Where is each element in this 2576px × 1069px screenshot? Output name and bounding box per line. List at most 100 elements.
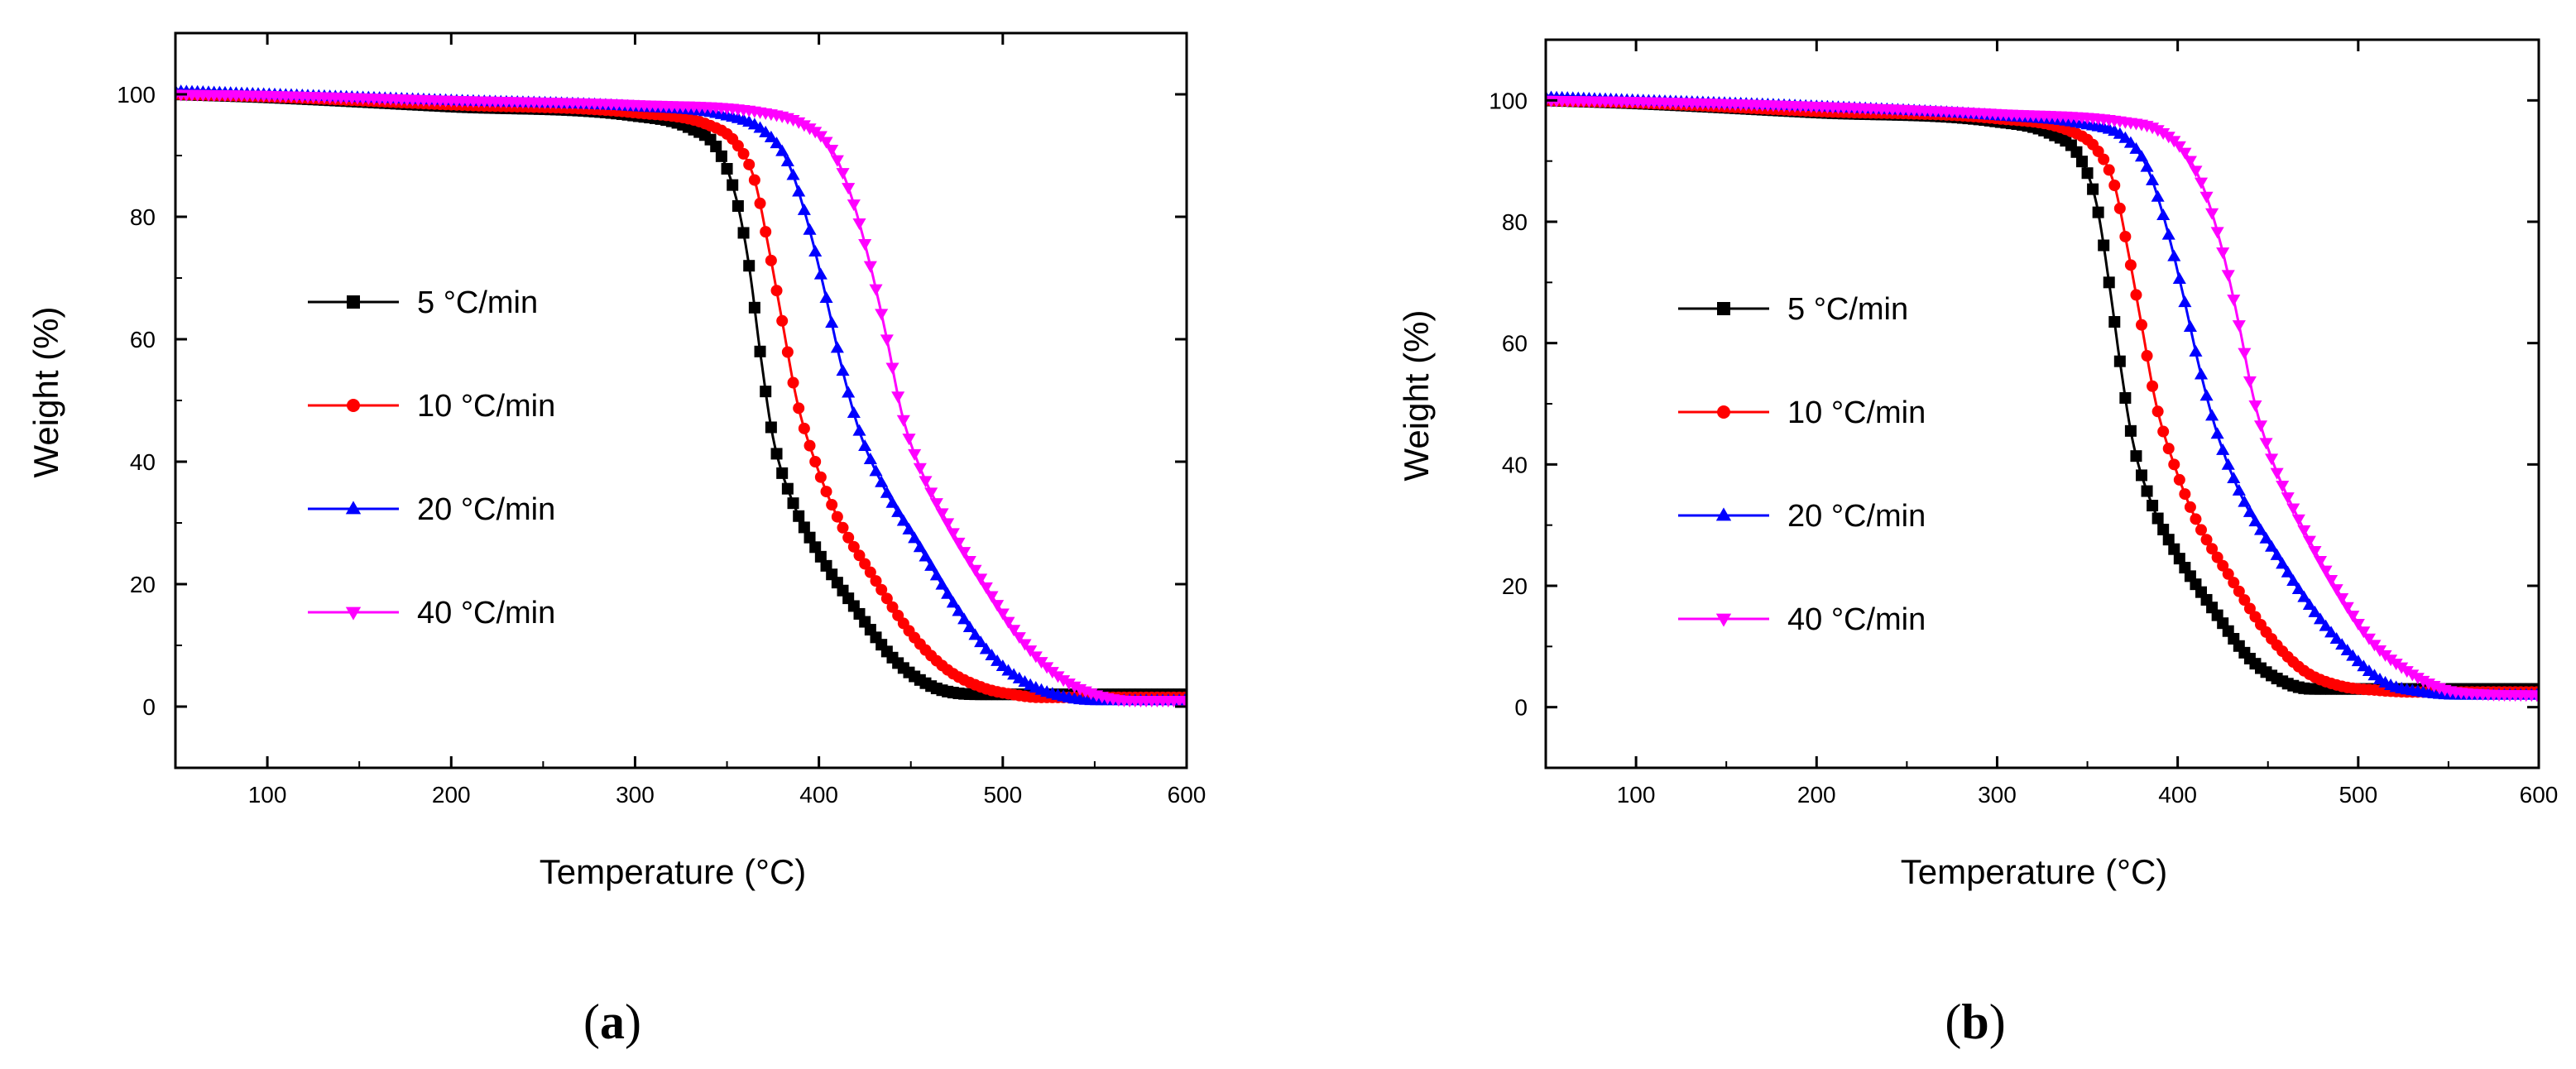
data-point [2291, 582, 2305, 594]
data-point [946, 528, 960, 540]
data-point [1024, 645, 1038, 658]
data-point [842, 183, 856, 195]
legend-item: 5 °C/min [308, 285, 538, 320]
data-point [1012, 632, 1026, 645]
data-point [968, 628, 982, 640]
data-point [2178, 295, 2192, 308]
legend-marker [345, 501, 362, 515]
data-point [2098, 153, 2110, 165]
series-line [1546, 98, 2539, 691]
data-point [1062, 678, 1076, 691]
data-point [786, 168, 800, 180]
data-point [804, 439, 816, 452]
data-point [2119, 230, 2132, 242]
data-point [2324, 575, 2339, 587]
legend-item: 20 °C/min [308, 492, 555, 527]
data-point [2400, 666, 2414, 678]
data-point [759, 125, 773, 137]
data-point [792, 185, 806, 197]
data-point [2119, 391, 2132, 404]
data-point [2194, 367, 2209, 380]
data-point [2157, 524, 2170, 536]
data-point [831, 511, 843, 523]
data-point [2157, 425, 2170, 438]
data-point [2108, 316, 2121, 328]
data-point [737, 147, 750, 160]
data-point [2270, 548, 2284, 560]
data-point [2221, 458, 2235, 470]
data-point [952, 604, 966, 616]
data-point [952, 537, 966, 549]
data-point [2194, 177, 2209, 189]
data-point [913, 540, 927, 553]
x-tick-label: 200 [1797, 782, 1836, 808]
data-point [781, 346, 794, 358]
series-line [175, 89, 1187, 702]
series-line [175, 93, 1187, 696]
data-point [2228, 577, 2240, 589]
data-point [2308, 546, 2322, 558]
data-point [721, 163, 733, 175]
data-point [765, 254, 777, 266]
data-point [2136, 319, 2147, 331]
series-0 [1546, 94, 2539, 695]
data-point [1018, 639, 1032, 651]
data-point [929, 568, 943, 581]
data-point [2340, 644, 2354, 656]
data-point [2195, 524, 2207, 536]
data-point [869, 464, 883, 477]
data-point [974, 573, 988, 586]
data-point [2130, 289, 2142, 301]
legend-item: 20 °C/min [1678, 499, 1926, 534]
data-point [814, 471, 827, 483]
data-point [836, 168, 850, 180]
legend-label: 10 °C/min [417, 389, 555, 424]
data-point [2411, 673, 2425, 685]
x-tick-label: 600 [2520, 782, 2559, 808]
data-point [842, 386, 856, 398]
data-point [2227, 295, 2241, 307]
data-point [2406, 669, 2420, 682]
series-line [175, 93, 1187, 702]
data-point [798, 422, 810, 434]
x-tick-label: 400 [799, 782, 838, 808]
data-point [880, 334, 894, 347]
data-point [710, 141, 722, 153]
data-point [2216, 443, 2230, 455]
data-point [798, 521, 810, 534]
legend-label: 5 °C/min [1787, 292, 1908, 327]
series-1 [175, 89, 1187, 703]
data-point [941, 518, 955, 530]
data-point [2130, 450, 2142, 463]
data-point [886, 601, 899, 613]
data-point [2329, 631, 2343, 644]
legend-marker [347, 399, 360, 412]
legend-label: 20 °C/min [1787, 499, 1926, 534]
x-tick-label: 500 [2339, 782, 2377, 808]
legend-item: 10 °C/min [1678, 395, 1926, 430]
data-point [2286, 503, 2300, 515]
data-point [754, 197, 766, 209]
y-tick-label: 20 [130, 572, 156, 597]
legend-item: 5 °C/min [1678, 292, 1908, 327]
legend-label: 20 °C/min [417, 492, 555, 527]
data-point [924, 558, 938, 571]
data-point [2340, 602, 2354, 614]
data-point [991, 654, 1005, 666]
data-point [935, 508, 949, 520]
data-point [957, 547, 971, 559]
data-point [776, 467, 789, 479]
data-point [2147, 500, 2159, 512]
data-point [743, 158, 756, 170]
data-point [1001, 616, 1015, 629]
data-point [748, 174, 760, 186]
data-point [2070, 146, 2083, 158]
data-point [2238, 495, 2252, 507]
chart-panel-a: 100 200 300 400 500 600 0 20 40 60 80 100 Temperatur… [26, 31, 1206, 1049]
series-1 [1546, 94, 2539, 698]
y-tick-label: 100 [1489, 88, 1528, 113]
data-point [2346, 611, 2360, 623]
data-point [935, 578, 949, 590]
data-point [2156, 127, 2171, 140]
data-point [979, 642, 993, 654]
